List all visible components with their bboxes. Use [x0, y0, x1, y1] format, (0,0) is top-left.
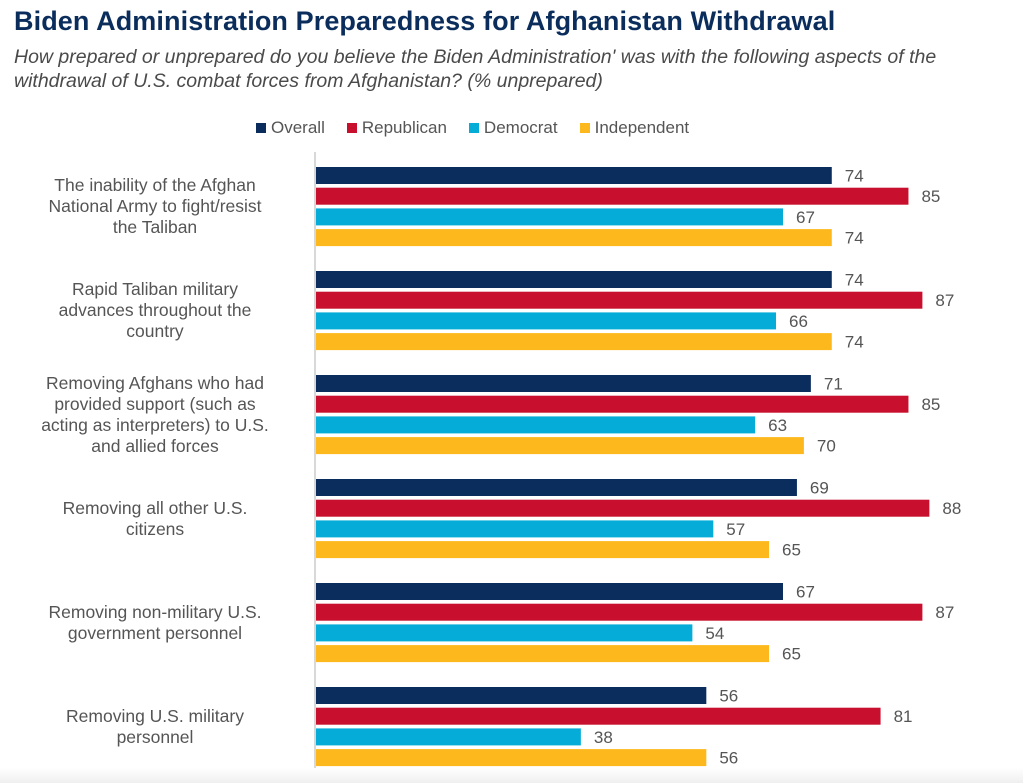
- bar-group: 74 85 67 74: [316, 167, 940, 248]
- data-label-republican: 85: [921, 395, 940, 414]
- bar-group: 71 85 63 70: [316, 375, 940, 456]
- data-label-democrat: 38: [594, 728, 613, 747]
- data-label-democrat: 66: [789, 312, 808, 331]
- data-label-democrat: 57: [726, 520, 745, 539]
- data-label-overall: 74: [845, 271, 864, 290]
- category-label: Rapid Taliban military advances throughou…: [5, 279, 305, 342]
- bar-overall: [316, 583, 783, 600]
- category-label-line: Rapid Taliban military: [71, 279, 238, 300]
- data-label-republican: 88: [942, 499, 961, 518]
- legend-swatch-independent: [579, 123, 590, 133]
- bar-overall: [316, 271, 832, 288]
- legend-swatch-republican: [346, 123, 357, 133]
- data-label-overall: 74: [845, 167, 864, 186]
- bar-group: 56 81 38 56: [316, 687, 912, 768]
- bar-democrat: [316, 208, 783, 226]
- category-label-line: personnel: [116, 726, 194, 747]
- bar-democrat: [316, 416, 756, 434]
- data-label-independent: 65: [782, 541, 801, 560]
- chart-subtitle: How prepared or unprepared do you believ…: [14, 46, 937, 92]
- bar-democrat: [316, 728, 581, 746]
- category-label-line: Removing all other U.S.: [62, 497, 248, 518]
- data-label-independent: 74: [845, 229, 864, 248]
- legend-swatch-overall: [256, 123, 266, 133]
- bar-overall: [316, 375, 811, 392]
- data-label-democrat: 54: [705, 624, 724, 643]
- category-label: The inability of the Afghan National Army…: [5, 175, 305, 238]
- category-label-line: National Army to fight/resist: [48, 196, 262, 217]
- category-label-line: The inability of the Afghan: [54, 175, 256, 196]
- legend-label-republican: Republican: [361, 118, 447, 137]
- bar-democrat: [316, 624, 693, 642]
- category-label-line: country: [126, 321, 184, 342]
- bar-independent: [316, 541, 770, 559]
- bar-independent: [316, 749, 707, 767]
- category-label-line: acting as interpreters) to U.S.: [41, 414, 269, 435]
- data-label-independent: 65: [782, 645, 801, 664]
- category-label-line: government personnel: [67, 622, 243, 643]
- category-label: Removing all other U.S. citizens: [5, 498, 305, 540]
- bar-republican: [316, 603, 923, 621]
- legend-label-independent: Independent: [594, 118, 690, 137]
- bar-republican: [316, 395, 909, 413]
- legend-label-democrat: Democrat: [483, 118, 558, 137]
- data-label-independent: 74: [845, 333, 864, 352]
- category-label-line: Removing non-military U.S.: [48, 601, 262, 622]
- bar-overall: [316, 479, 797, 496]
- legend-item-democrat: Democrat: [468, 118, 558, 138]
- bar-group: 74 87 66 74: [316, 271, 954, 352]
- legend-item-independent: Independent: [579, 118, 690, 138]
- data-label-overall: 69: [810, 479, 829, 498]
- bar-democrat: [316, 520, 714, 538]
- bar-overall: [316, 167, 832, 184]
- chart-title: Biden Administration Preparedness for Af…: [14, 6, 836, 36]
- category-label-line: advances throughout the: [58, 300, 252, 321]
- bar-republican: [316, 187, 909, 205]
- footer-band: [0, 768, 1023, 783]
- bar-republican: [316, 291, 923, 309]
- data-label-republican: 85: [921, 187, 940, 206]
- bar-independent: [316, 645, 770, 663]
- data-label-republican: 87: [935, 291, 954, 310]
- legend-item-overall: Overall: [256, 118, 325, 138]
- data-label-republican: 87: [935, 603, 954, 622]
- bar-group: 67 87 54 65: [316, 583, 954, 664]
- data-label-overall: 67: [796, 583, 815, 602]
- legend-label-overall: Overall: [271, 118, 325, 137]
- category-label: Removing non-military U.S. government per…: [5, 602, 305, 644]
- data-label-republican: 81: [894, 707, 913, 726]
- data-label-overall: 56: [719, 687, 738, 706]
- data-label-independent: 56: [719, 749, 738, 768]
- bar-republican: [316, 499, 930, 517]
- category-label-line: Removing U.S. military: [66, 705, 244, 726]
- legend-item-republican: Republican: [346, 118, 447, 138]
- category-label-line: the Taliban: [112, 217, 198, 238]
- category-label-line: provided support (such as: [54, 393, 256, 414]
- bar-independent: [316, 229, 832, 247]
- data-label-independent: 70: [817, 437, 836, 456]
- category-label-line: citizens: [125, 518, 185, 539]
- legend: Overall Republican Democrat Independent: [256, 118, 711, 138]
- legend-swatch-democrat: [468, 123, 479, 133]
- category-label-line: Removing Afghans who had: [46, 372, 264, 393]
- category-label: Removing Afghans who had provided support…: [5, 373, 305, 457]
- data-label-overall: 71: [824, 375, 843, 394]
- category-label-line: and allied forces: [91, 435, 219, 456]
- bar-independent: [316, 333, 832, 351]
- bar-group: 69 88 57 65: [316, 479, 961, 560]
- bar-democrat: [316, 312, 777, 330]
- data-label-democrat: 63: [768, 416, 787, 435]
- bar-overall: [316, 687, 707, 704]
- category-label: Removing U.S. military personnel: [5, 706, 305, 748]
- bar-independent: [316, 437, 804, 455]
- bar-republican: [316, 707, 881, 725]
- data-label-democrat: 67: [796, 208, 815, 227]
